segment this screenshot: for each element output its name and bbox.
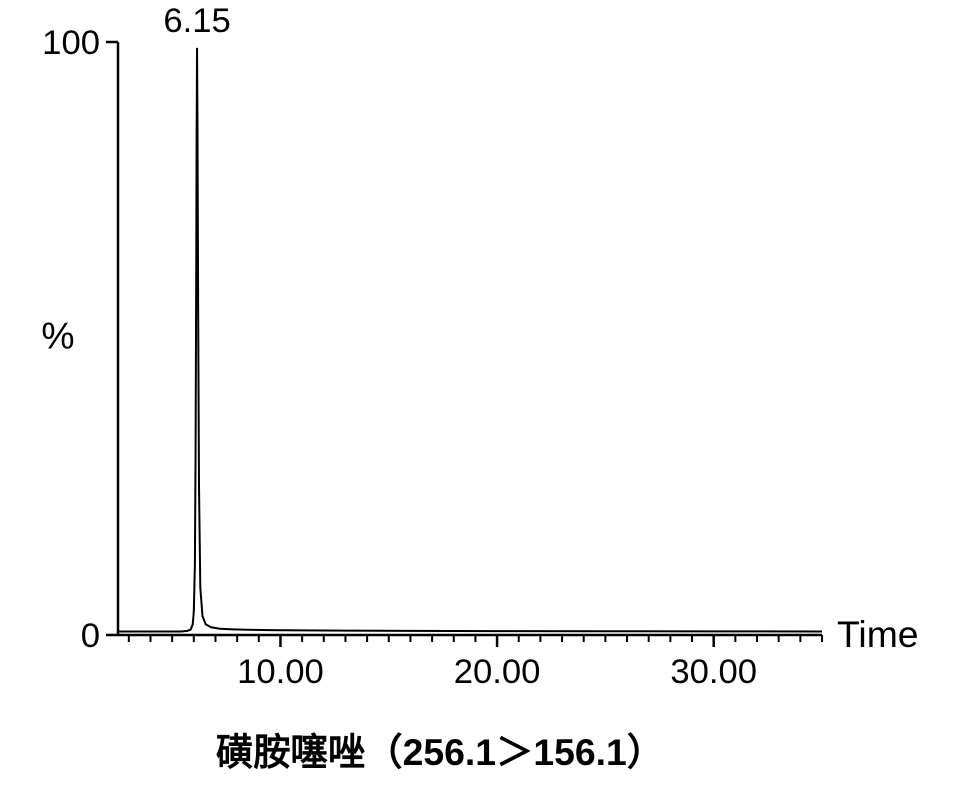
chromatogram-trace	[118, 48, 822, 632]
x-tick-label-10: 10.00	[237, 653, 324, 691]
y-tick-label-0: 0	[81, 617, 100, 655]
y-axis-label: %	[41, 315, 74, 357]
y-major-ticks	[106, 42, 118, 635]
x-tick-label-30: 30.00	[670, 653, 757, 691]
x-tick-label-20: 20.00	[454, 653, 541, 691]
x-axis-label: Time	[837, 613, 919, 655]
chart-caption: 磺胺噻唑（256.1＞156.1）	[216, 731, 664, 773]
y-tick-label-100: 100	[42, 24, 100, 62]
peak-retention-time-label: 6.15	[163, 2, 230, 40]
